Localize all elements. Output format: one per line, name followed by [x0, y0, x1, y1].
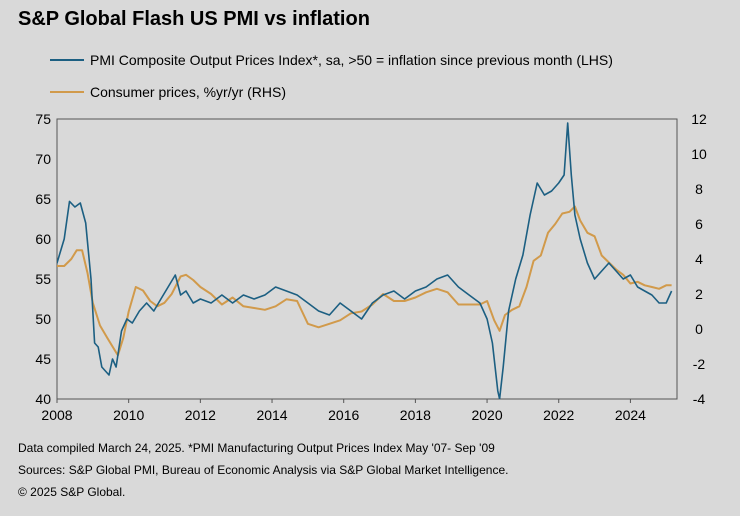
- x-tick-label: 2020: [471, 407, 502, 423]
- y-left-tick-label: 45: [35, 351, 51, 367]
- x-tick-label: 2014: [256, 407, 287, 423]
- y-right-tick-label: -4: [693, 391, 706, 407]
- y-left-tick-label: 40: [35, 391, 51, 407]
- x-tick-label: 2022: [543, 407, 574, 423]
- legend-item-pmi: PMI Composite Output Prices Index*, sa, …: [50, 50, 613, 70]
- legend-label-pmi: PMI Composite Output Prices Index*, sa, …: [90, 52, 613, 68]
- y-left-tick-label: 60: [35, 231, 51, 247]
- series-layer: [57, 122, 673, 399]
- axis-layer: 75 70 65 60 55 50 45 40 12 10 8 6 4 2 0 -2 -4 2008 2010 201…: [35, 111, 707, 423]
- x-tick-label: 2010: [113, 407, 144, 423]
- chart-title: S&P Global Flash US PMI vs inflation: [18, 8, 370, 30]
- y-left-tick-label: 65: [35, 191, 51, 207]
- y-right-tick-label: 0: [695, 321, 703, 337]
- y-left-tick-label: 75: [35, 111, 51, 127]
- y-right-tick-label: 8: [695, 181, 703, 197]
- x-tick-label: 2008: [41, 407, 72, 423]
- y-right-tick-label: 2: [695, 286, 703, 302]
- footnote-sources: Sources: S&P Global PMI, Bureau of Econo…: [18, 463, 509, 477]
- series-line-pmi-output-prices: [57, 122, 673, 399]
- footnote-data-compiled: Data compiled March 24, 2025. *PMI Manuf…: [18, 441, 495, 455]
- y-left-tick-label: 50: [35, 311, 51, 327]
- x-tick-label: 2016: [328, 407, 359, 423]
- y-right-tick-label: 4: [695, 251, 703, 267]
- legend-swatch-pmi: [50, 59, 84, 61]
- footnote-copyright: © 2025 S&P Global.: [18, 485, 126, 499]
- y-right-tick-label: -2: [693, 356, 706, 372]
- y-left-tick-label: 55: [35, 271, 51, 287]
- x-tick-label: 2018: [400, 407, 431, 423]
- y-right-tick-label: 12: [691, 111, 707, 127]
- y-right-tick-label: 10: [691, 146, 707, 162]
- y-right-tick-label: 6: [695, 216, 703, 232]
- legend-item-cpi: Consumer prices, %yr/yr (RHS): [50, 82, 286, 102]
- x-tick-label: 2012: [185, 407, 216, 423]
- legend-swatch-cpi: [50, 91, 84, 93]
- legend-label-cpi: Consumer prices, %yr/yr (RHS): [90, 84, 287, 100]
- x-tick-label: 2024: [615, 407, 646, 423]
- plot-area: [56, 118, 678, 400]
- y-left-tick-label: 70: [35, 151, 51, 167]
